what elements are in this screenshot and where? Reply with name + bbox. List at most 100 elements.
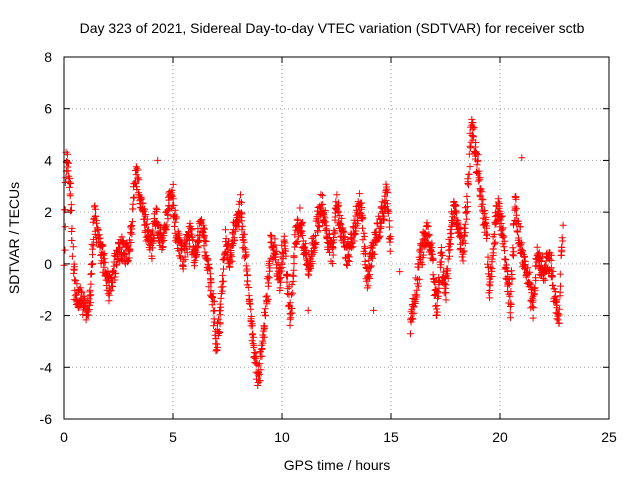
data-point xyxy=(283,278,291,286)
data-point xyxy=(195,238,202,246)
data-point xyxy=(414,276,421,284)
data-point xyxy=(149,227,157,235)
data-point xyxy=(154,156,162,164)
data-point xyxy=(288,281,296,289)
data-point xyxy=(371,250,379,258)
data-point xyxy=(240,230,248,238)
data-point xyxy=(284,285,292,293)
data-point xyxy=(431,279,439,287)
data-point xyxy=(314,228,322,236)
data-point xyxy=(433,308,441,316)
data-point xyxy=(291,243,299,251)
data-point xyxy=(77,287,85,295)
data-point xyxy=(271,235,279,243)
data-point xyxy=(64,150,71,158)
data-point xyxy=(215,315,223,323)
data-point xyxy=(432,312,440,319)
data-point xyxy=(201,237,209,245)
data-point xyxy=(93,217,101,225)
data-point xyxy=(238,226,246,234)
data-point xyxy=(260,325,268,333)
data-point xyxy=(111,270,119,278)
data-point xyxy=(490,240,498,248)
data-point xyxy=(466,142,474,150)
data-point xyxy=(497,220,505,227)
data-point xyxy=(345,257,353,265)
data-point xyxy=(488,255,496,263)
data-point xyxy=(413,291,420,299)
data-point xyxy=(425,231,433,239)
data-point xyxy=(475,167,483,175)
data-point xyxy=(359,236,367,244)
data-point xyxy=(85,306,93,313)
y-tick-label: 6 xyxy=(44,101,52,117)
data-point xyxy=(330,236,338,244)
data-point xyxy=(249,340,257,348)
data-point xyxy=(277,274,285,281)
data-point xyxy=(294,216,302,224)
data-point xyxy=(350,237,358,245)
data-point xyxy=(100,263,108,271)
data-point xyxy=(265,274,273,282)
data-point xyxy=(171,206,179,214)
data-point xyxy=(172,215,180,223)
data-point xyxy=(461,224,469,232)
data-point xyxy=(473,161,481,169)
data-point xyxy=(507,301,515,308)
data-point xyxy=(341,234,349,242)
data-point xyxy=(261,308,268,316)
data-point xyxy=(386,235,394,243)
data-point xyxy=(239,222,247,230)
data-point xyxy=(228,257,236,265)
data-point xyxy=(446,252,453,260)
data-point xyxy=(415,275,423,283)
data-point xyxy=(481,207,489,214)
data-point xyxy=(126,247,134,255)
data-point xyxy=(541,276,549,284)
data-point xyxy=(128,218,136,226)
data-point xyxy=(227,247,235,254)
data-point xyxy=(466,163,474,171)
data-point xyxy=(384,188,392,196)
data-point xyxy=(499,234,507,242)
data-point xyxy=(92,213,100,220)
data-point xyxy=(68,206,75,214)
data-point xyxy=(419,251,427,259)
y-tick-labels: -6 -4 -2 0 2 4 6 8 xyxy=(40,49,53,427)
data-point xyxy=(123,239,131,247)
data-point xyxy=(304,306,312,314)
data-point xyxy=(280,232,288,240)
data-point xyxy=(219,277,227,285)
data-point xyxy=(469,133,477,141)
data-point xyxy=(476,176,484,184)
data-points xyxy=(60,115,567,389)
data-point xyxy=(334,207,342,215)
data-point xyxy=(438,251,446,259)
data-point xyxy=(169,180,177,188)
data-point xyxy=(219,283,227,291)
data-point xyxy=(163,221,171,229)
data-point xyxy=(484,253,492,261)
x-tick-label: 5 xyxy=(169,429,177,445)
data-point xyxy=(71,263,78,271)
data-point xyxy=(559,237,567,245)
data-point xyxy=(412,274,420,282)
data-point xyxy=(470,124,478,132)
y-tick-label: 0 xyxy=(44,256,52,272)
data-point xyxy=(322,225,330,233)
data-point xyxy=(321,207,329,215)
data-point xyxy=(438,248,445,256)
data-point xyxy=(242,251,250,259)
data-point xyxy=(433,302,441,309)
data-point xyxy=(359,215,367,223)
data-point xyxy=(173,213,181,221)
data-point xyxy=(210,318,218,326)
data-point xyxy=(181,256,189,264)
data-point xyxy=(507,288,515,295)
data-point xyxy=(340,239,347,247)
data-point xyxy=(548,272,556,280)
data-point xyxy=(100,255,108,263)
data-point xyxy=(68,228,76,235)
data-point xyxy=(152,204,160,212)
